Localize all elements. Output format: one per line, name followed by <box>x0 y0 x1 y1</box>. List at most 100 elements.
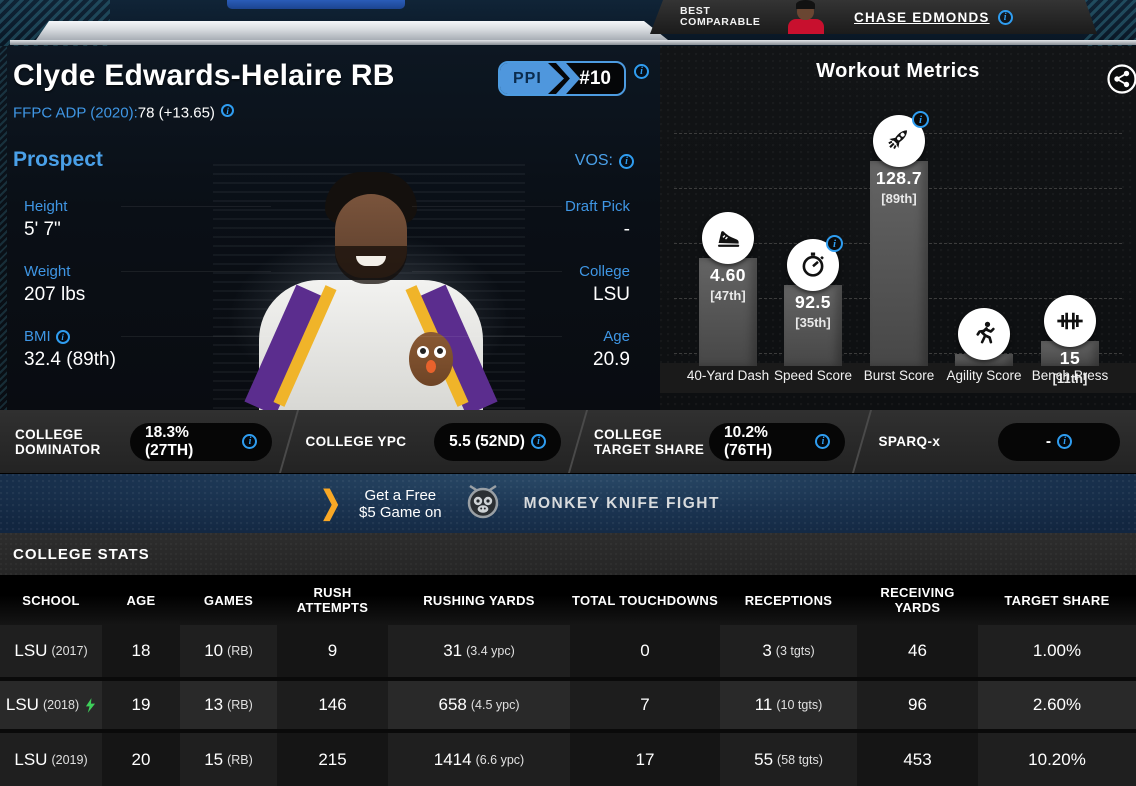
stat-cell: 1.00% <box>978 625 1136 677</box>
stat-note: (6.6 ypc) <box>475 752 525 767</box>
comparable-player-avatar <box>784 0 828 34</box>
prospect-field-value: 5' 7" <box>24 219 61 240</box>
chart-bar-burst-score <box>870 161 928 366</box>
prospect-field-draft-pick: Draft Pick - <box>565 198 630 242</box>
adp-line: FFPC ADP (2020):78 (+13.65) <box>13 104 235 122</box>
metric-percentile: [89th] <box>881 191 917 206</box>
chart-category-label: Agility Score <box>946 368 1022 383</box>
stat-cell: 7 <box>570 681 720 729</box>
metric-pill-value: - <box>1045 432 1052 450</box>
adp-info-icon[interactable] <box>221 104 235 117</box>
stat-cell: 215 <box>277 733 388 786</box>
adp-label: FFPC ADP (2020): <box>13 104 138 122</box>
best-comparable-bar: BEST COMPARABLE CHASE EDMONDS <box>650 0 1097 34</box>
stat-cell: 146 <box>277 681 388 729</box>
stat-value: 1414 <box>433 749 472 769</box>
promo-arrow-icon: ❯ <box>320 485 342 521</box>
stat-cell: 10 (RB) <box>180 625 277 677</box>
stat-value: 2.60% <box>1032 695 1082 714</box>
promo-banner[interactable]: ❯ Get a Free $5 Game on MONKEY KNIFE FIG… <box>0 474 1136 533</box>
metric-section-college-dominator: COLLEGE DOMINATOR 18.3% (27TH) <box>0 410 288 473</box>
stat-cell: 31 (3.4 ypc) <box>388 625 570 677</box>
sparq-x-info-icon[interactable] <box>1057 434 1073 449</box>
stat-note: (3.4 ypc) <box>466 644 515 658</box>
stat-cell: 453 <box>857 733 978 786</box>
bmi-info-icon[interactable] <box>55 329 70 344</box>
college-ypc-info-icon[interactable] <box>530 434 546 449</box>
stat-cell: 13 (RB) <box>180 681 277 729</box>
stat-value: 46 <box>908 641 927 660</box>
prospect-field-label-text: College <box>579 263 630 280</box>
prospect-field-label-text: Age <box>603 328 630 345</box>
school-name: LSU <box>5 695 39 714</box>
top-blue-tab <box>227 0 405 9</box>
prospect-field-label: BMI <box>24 328 116 345</box>
metric-percentile: [11th] <box>1052 371 1088 386</box>
column-header-target-share: TARGET SHARE <box>1004 592 1110 608</box>
adp-value: 78 (+13.65) <box>137 104 215 122</box>
stat-value: 1.00% <box>1032 641 1082 660</box>
metric-pill-college-target-share: 10.2% (76TH) <box>708 422 846 461</box>
metric-section-sparq-x: SPARQ-x - <box>863 410 1136 473</box>
chart-category-label: Burst Score <box>863 368 935 383</box>
prospect-field-bmi: BMI 32.4 (89th) <box>24 328 116 372</box>
metric-pill-value: 10.2% (76TH) <box>723 423 773 459</box>
school-year: (2018) <box>42 698 80 712</box>
prospect-field-college: College LSU <box>565 263 630 307</box>
prospect-field-label-text: Draft Pick <box>564 198 630 215</box>
stat-cell: 1414 (6.6 ypc) <box>388 733 570 786</box>
ppi-info-icon[interactable] <box>634 64 649 79</box>
school-cell: LSU (2018) <box>0 681 102 729</box>
stat-note: (RB) <box>227 752 253 767</box>
prospect-field-label-text: Weight <box>24 263 71 280</box>
metric-section-label: COLLEGE DOMINATOR <box>15 426 101 457</box>
metric-pill-value: 18.3% (27TH) <box>145 423 194 459</box>
speed-score-info-icon[interactable] <box>826 235 843 252</box>
burst-score-info-icon[interactable] <box>912 111 929 128</box>
column-header-school: SCHOOL <box>22 592 80 608</box>
silver-ribbon-thin <box>10 40 1136 45</box>
prospect-fields-left: Height 5' 7" Weight 207 lbs BMI 32.4 (89th) <box>24 198 116 393</box>
stat-note: (RB) <box>227 644 253 658</box>
stat-note: (RB) <box>227 698 253 712</box>
prospect-field-label: Draft Pick <box>565 198 630 215</box>
prospect-field-label-text: BMI <box>24 328 51 345</box>
stat-cell: 9 <box>277 625 388 677</box>
college-stats-title: COLLEGE STATS <box>13 545 150 563</box>
ppi-label: PPI <box>500 63 564 94</box>
prospect-field-value: LSU <box>593 284 630 305</box>
chart-category-label: 40-Yard Dash <box>686 368 770 383</box>
stat-value: 17 <box>635 749 655 769</box>
school-name: LSU <box>14 641 48 660</box>
college-target-share-info-icon[interactable] <box>815 434 831 449</box>
share-icon[interactable] <box>1106 63 1136 95</box>
metric-percentile: [47th] <box>710 288 746 303</box>
comparable-info-icon[interactable] <box>998 10 1013 25</box>
metric-pill-college-dominator: 18.3% (27TH) <box>130 422 273 461</box>
stat-cell: 3 (3 tgts) <box>720 625 857 677</box>
prospect-field-label: Age <box>565 328 630 345</box>
stat-cell: 17 <box>570 733 720 786</box>
vos-info-icon[interactable] <box>619 153 634 169</box>
stat-value: 10 <box>204 641 224 660</box>
runner-icon <box>958 308 1010 360</box>
edge-hatch-texture <box>0 46 7 410</box>
college-stats-table-header: SCHOOL AGE GAMES RUSH ATTEMPTS RUSHING YARDS… <box>0 575 1136 625</box>
stat-note: (3 tgts) <box>775 644 815 658</box>
metric-pill-sparq-x: - <box>998 422 1120 461</box>
stat-note: (10 tgts) <box>776 698 823 712</box>
ppi-rank-badge: PPI #10 <box>498 61 626 96</box>
college-dominator-info-icon[interactable] <box>242 434 258 449</box>
comparable-player-link[interactable]: CHASE EDMONDS <box>854 9 990 25</box>
table-row-lsu-2018: LSU (2018) 19 13 (RB) 146 658 (4.5 ypc) 7 11 (10 t… <box>0 681 1136 729</box>
stat-cell: 46 <box>857 625 978 677</box>
shoe-icon <box>702 212 754 264</box>
prospect-field-height: Height 5' 7" <box>24 198 116 242</box>
lightning-bolt-icon <box>85 697 96 713</box>
ppi-rank-value: #10 <box>579 67 611 89</box>
monkey-knife-fight-logo <box>460 478 506 529</box>
metric-section-college-ypc: COLLEGE YPC 5.5 (52ND) <box>290 410 576 473</box>
chart-bar-40-yard-dash <box>699 258 757 366</box>
stat-value: 11 <box>754 695 773 714</box>
